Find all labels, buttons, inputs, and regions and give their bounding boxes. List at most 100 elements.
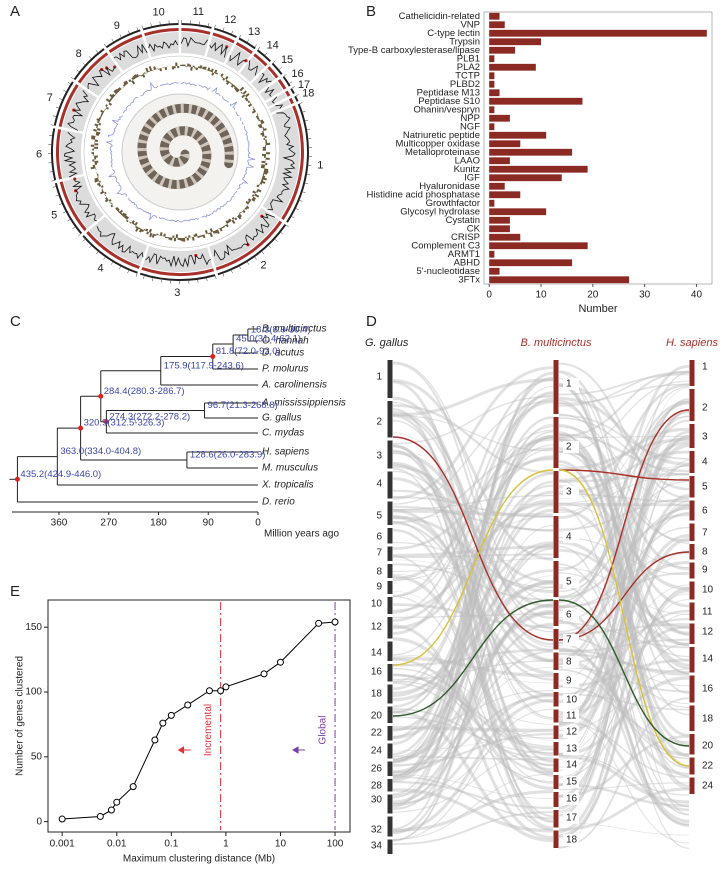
synteny-link — [558, 440, 690, 590]
chromosome-bar — [553, 810, 559, 828]
red-band — [235, 41, 253, 55]
chromosome-bar — [553, 709, 559, 723]
density-bar — [91, 135, 96, 138]
chromosome-ring — [238, 37, 256, 50]
threshold-label: Incremental — [203, 704, 214, 756]
density-bar — [261, 164, 266, 167]
gray-band — [81, 55, 122, 96]
tip-label: P. molurus — [262, 364, 309, 375]
synteny-link — [392, 788, 554, 833]
tip-label: G. gallus — [262, 413, 301, 424]
density-bar — [96, 182, 101, 186]
ring-tick — [302, 191, 306, 194]
synteny-link — [558, 623, 690, 635]
synteny-link — [392, 366, 554, 500]
density-bar — [95, 133, 100, 136]
ring-tick — [306, 128, 311, 130]
synteny-link — [558, 414, 690, 460]
synteny-link — [392, 378, 554, 417]
ring-tick — [150, 23, 152, 27]
highlight-link — [558, 469, 690, 767]
density-bar — [252, 108, 256, 112]
synteny-link — [558, 735, 690, 798]
genome-name: G. gallus — [365, 337, 409, 349]
bar — [489, 208, 547, 216]
red-band — [281, 105, 304, 220]
x-tick-label: 0 — [486, 290, 492, 301]
black-track — [67, 90, 90, 131]
x-tick-label: 40 — [691, 290, 703, 301]
density-bar — [143, 228, 147, 231]
synteny-link — [392, 663, 554, 725]
density-bar — [113, 90, 118, 95]
y-tick-label: CK — [467, 223, 481, 234]
chromosome-label: 10 — [152, 7, 164, 19]
blue-track — [122, 97, 139, 114]
ring-tick — [52, 115, 57, 117]
synteny-link — [392, 503, 554, 519]
synteny-link — [558, 588, 690, 838]
synteny-link — [558, 641, 690, 826]
ring-tick — [143, 275, 145, 279]
synteny-link — [392, 682, 554, 783]
chromosome-ring — [139, 272, 216, 281]
synteny-link — [392, 666, 554, 767]
density-bar — [260, 132, 265, 136]
synteny-link — [392, 376, 554, 778]
synteny-link — [392, 660, 554, 681]
density-bar — [120, 212, 123, 216]
density-bar — [260, 180, 266, 184]
chromosome-label: 14 — [702, 654, 714, 665]
bar — [489, 63, 536, 71]
chromosome-label: 9 — [114, 20, 120, 32]
chromosome-bar — [387, 761, 393, 776]
black-track — [229, 51, 247, 66]
node-age-label: 128.6(26.0-283.9) — [190, 450, 266, 461]
y-tick-label: Growthfactor — [426, 198, 480, 209]
synteny-link — [558, 380, 690, 453]
synteny-link — [392, 450, 554, 609]
synteny-link — [558, 480, 690, 593]
ring-tick — [305, 119, 309, 122]
synteny-link — [558, 383, 690, 405]
node-age-label: 320.9(312.5-326.3) — [84, 418, 165, 429]
density-bar — [230, 82, 233, 86]
synteny-link — [392, 692, 554, 807]
chromosome-bar — [689, 647, 695, 673]
threshold-arrow — [292, 746, 306, 754]
tip-label: A. mississippiensis — [261, 398, 346, 409]
synteny-link — [392, 437, 554, 581]
chromosome-label: 16 — [371, 667, 383, 678]
bar — [489, 225, 510, 233]
density-bar — [207, 67, 211, 72]
node-age-label: 284.4(280.3-286.7) — [104, 386, 185, 397]
density-bar — [225, 76, 229, 80]
density-bar — [263, 171, 268, 175]
tip-label: B. multicinctus — [262, 324, 326, 335]
density-bar — [116, 88, 121, 92]
chromosome-bar — [689, 562, 695, 579]
synteny-link — [392, 603, 554, 629]
density-bar — [251, 110, 257, 114]
synteny-link — [558, 460, 690, 747]
synteny-link — [558, 526, 690, 633]
y-tick-label: Cystatin — [446, 215, 480, 226]
density-bar — [234, 87, 239, 92]
chromosome-label: 5 — [702, 482, 708, 493]
chromosome-label: 22 — [371, 728, 383, 739]
chromosome-bar — [387, 706, 393, 723]
chromosome-bar — [553, 417, 559, 468]
blue-track — [140, 81, 159, 97]
density-bar — [227, 219, 231, 223]
density-bar — [245, 98, 249, 102]
ring-tick — [247, 39, 250, 43]
chromosome-ring — [54, 182, 83, 235]
chromosome-label: 4 — [702, 457, 708, 468]
chromosome-bar — [689, 777, 695, 794]
synteny-link — [558, 545, 690, 808]
chromosome-label: 9 — [566, 676, 572, 687]
bar — [489, 123, 495, 131]
density-bar — [124, 215, 128, 219]
bar — [489, 97, 583, 105]
